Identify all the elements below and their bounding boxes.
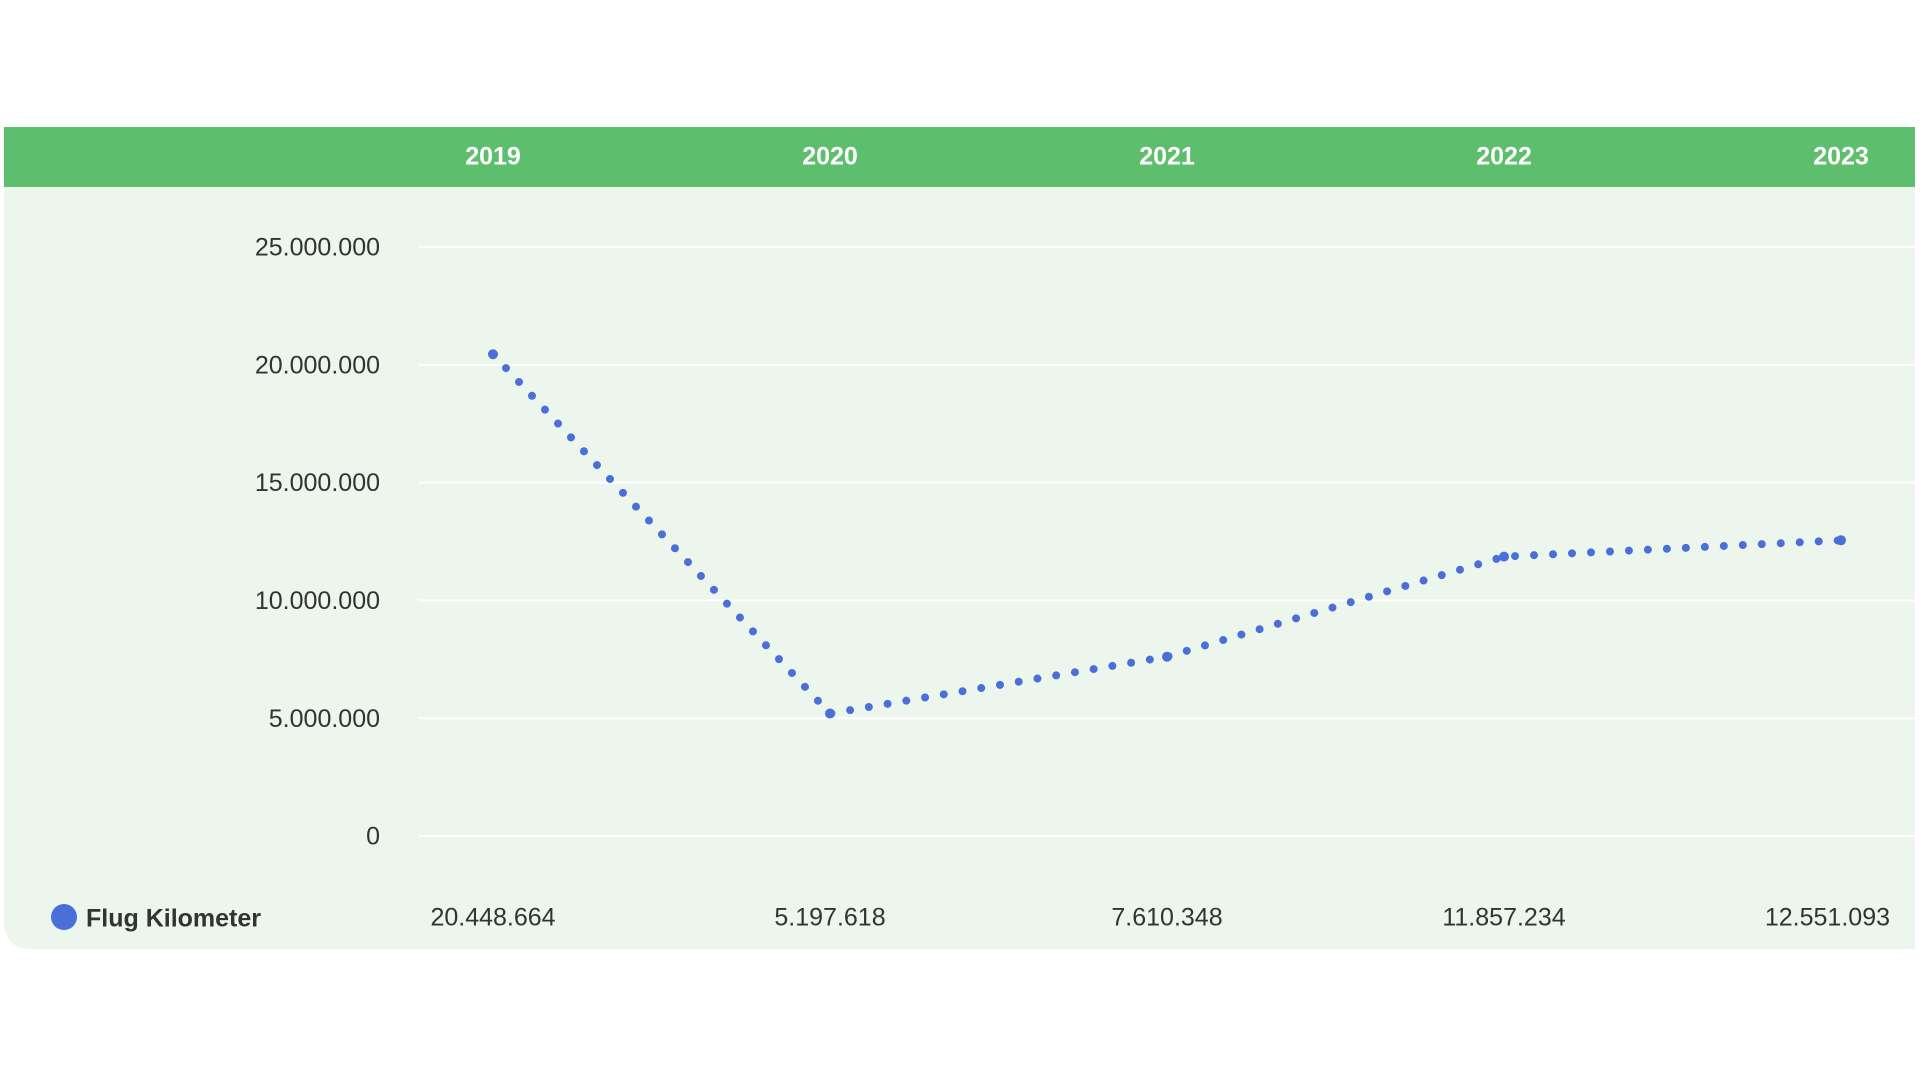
data-point bbox=[488, 349, 498, 360]
y-tick-label: 5.000.000 bbox=[269, 705, 380, 733]
x-tick-label: 2019 bbox=[465, 143, 521, 171]
value-label: 12.551.093 bbox=[1765, 904, 1890, 932]
data-point bbox=[825, 708, 835, 719]
value-label: 7.610.348 bbox=[1111, 904, 1222, 932]
x-tick-label: 2020 bbox=[802, 143, 858, 171]
legend-label: Flug Kilometer bbox=[86, 905, 261, 933]
value-label: 5.197.618 bbox=[774, 904, 885, 932]
x-tick-label: 2022 bbox=[1476, 143, 1532, 171]
y-tick-label: 20.000.000 bbox=[255, 351, 380, 379]
y-tick-label: 0 bbox=[366, 823, 380, 851]
panel-background bbox=[4, 187, 1915, 949]
x-tick-label: 2023 bbox=[1813, 143, 1869, 171]
data-point bbox=[1499, 551, 1509, 562]
header-band bbox=[4, 127, 1915, 187]
x-tick-label: 2021 bbox=[1139, 143, 1195, 171]
data-point bbox=[1162, 651, 1172, 662]
value-label: 20.448.664 bbox=[430, 904, 555, 932]
y-tick-label: 15.000.000 bbox=[255, 469, 380, 497]
y-tick-label: 10.000.000 bbox=[255, 587, 380, 615]
data-point bbox=[1836, 535, 1846, 546]
y-tick-label: 25.000.000 bbox=[255, 234, 380, 262]
value-label: 11.857.234 bbox=[1442, 904, 1565, 932]
legend-marker bbox=[51, 904, 77, 930]
